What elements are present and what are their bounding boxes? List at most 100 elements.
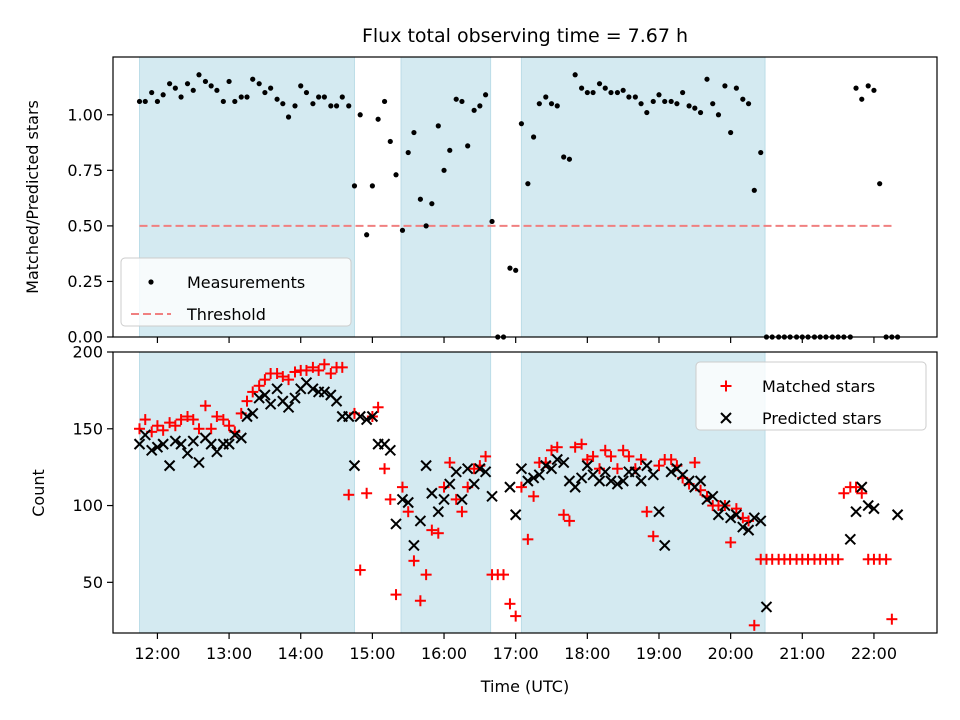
x-b — [289, 392, 301, 404]
x-b — [384, 444, 397, 456]
measurements-point — [877, 181, 883, 187]
predicted-stars-point — [205, 438, 217, 450]
y-axis-label-ratio: Matched/Predicted stars — [23, 100, 42, 294]
matched-stars-point — [605, 450, 617, 462]
x-b — [755, 515, 767, 527]
matched-stars-point — [247, 386, 259, 398]
matched-stars-point — [408, 555, 420, 567]
x-b — [742, 524, 755, 536]
predicted-stars-point — [289, 392, 301, 404]
predicted-stars-point — [241, 410, 253, 423]
measurements-point — [453, 96, 459, 102]
x-b — [551, 453, 563, 466]
predicted-stars-point — [540, 459, 552, 472]
x-b — [563, 475, 576, 487]
matched-stars-point — [551, 441, 563, 453]
measurements-point — [548, 101, 555, 107]
predicted-stars-point — [229, 429, 241, 441]
matched-stars-point — [886, 613, 898, 625]
measurements-point — [489, 218, 495, 225]
matched-stars-point — [354, 564, 366, 576]
x-b — [414, 515, 427, 527]
measurements-point — [310, 101, 316, 107]
predicted-stars-point — [581, 459, 594, 472]
x-b — [199, 432, 212, 444]
matched-stars-point — [599, 444, 611, 456]
predicted-stars-point — [396, 493, 409, 506]
matched-stars-point — [139, 414, 151, 426]
x-b — [163, 459, 176, 472]
predicted-stars-point — [348, 459, 361, 472]
x-b — [665, 466, 677, 478]
matched-stars-point — [748, 619, 760, 631]
matched-stars-point — [164, 417, 176, 429]
matched-stars-point — [563, 515, 575, 527]
legend-label: Matched stars — [762, 377, 875, 396]
matched-stars-point — [730, 503, 742, 515]
measurements-point — [686, 103, 692, 109]
x-b — [730, 509, 743, 521]
measurements-point — [561, 154, 567, 160]
shaded-interval — [520, 56, 766, 338]
measurements-point — [626, 94, 632, 100]
matched-stars-point — [241, 395, 253, 407]
matched-stars-point — [623, 450, 635, 462]
x-b — [264, 398, 277, 410]
matched-stars-point — [175, 414, 187, 426]
x-b — [318, 386, 331, 398]
x-b — [325, 389, 337, 401]
matched-stars-point — [480, 450, 492, 462]
measurements-point — [375, 116, 381, 122]
predicted-stars-point — [438, 493, 450, 506]
measurements-point — [668, 98, 674, 105]
matched-stars-point — [522, 533, 534, 545]
measurements-point — [482, 92, 489, 98]
predicted-stars-point — [742, 524, 755, 536]
measurements-point — [579, 85, 585, 91]
legend-box — [120, 257, 352, 327]
x-b — [647, 469, 659, 481]
x-b — [724, 512, 737, 524]
measurements-point — [351, 183, 358, 189]
x-b — [635, 475, 647, 487]
predicted-stars-point — [509, 509, 522, 521]
measurements-point — [184, 81, 191, 87]
measurements-point — [208, 83, 214, 89]
matched-stars-point — [426, 524, 438, 536]
x-b — [720, 412, 732, 424]
x-b — [282, 401, 295, 413]
measurements-point — [232, 98, 238, 105]
x-b — [486, 490, 498, 503]
x-b — [461, 462, 474, 475]
measurements-point — [154, 98, 161, 105]
matched-stars-point — [223, 420, 235, 432]
x-tick-label: 16:00 — [421, 644, 467, 663]
legend-marker — [720, 380, 732, 392]
x-b — [581, 459, 594, 472]
measurements-point — [715, 112, 722, 118]
predicted-stars-point — [755, 515, 767, 527]
shaded-intervals — [139, 56, 766, 634]
matched-stars-point — [134, 423, 146, 435]
x-b — [300, 377, 313, 389]
measurements-point — [865, 83, 871, 89]
x-b — [760, 601, 773, 613]
x-b — [348, 459, 361, 472]
x-b — [701, 493, 713, 506]
x-b — [694, 475, 707, 487]
matched-stars-point — [361, 487, 373, 499]
measurements-point — [393, 172, 399, 178]
matched-stars-point — [725, 536, 737, 548]
predicted-stars-point — [479, 466, 492, 478]
predicted-stars-point — [264, 398, 277, 410]
matched-stars-point — [199, 400, 211, 412]
predicted-stars-point — [551, 453, 563, 466]
legend-label: Threshold — [186, 305, 266, 324]
measurements-point — [214, 87, 220, 93]
measurements-point — [632, 94, 638, 100]
matched-stars-point — [307, 361, 319, 373]
predicted-stars-point — [527, 472, 540, 484]
x-b — [468, 478, 480, 490]
measurements-point — [149, 89, 155, 96]
measurements-point — [172, 85, 178, 91]
